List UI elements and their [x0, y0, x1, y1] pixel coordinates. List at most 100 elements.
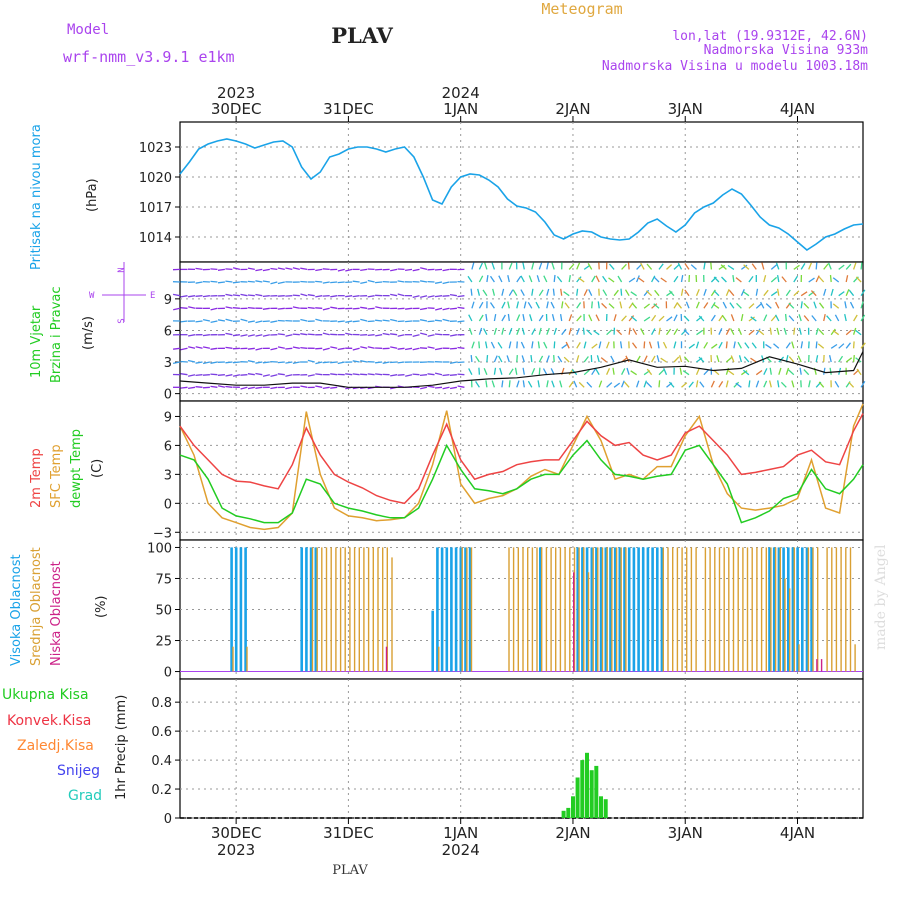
wind-arrow: [583, 356, 589, 363]
wind-arrow: [811, 315, 817, 322]
wind-arrow: [546, 301, 549, 309]
cloud-mid-bar: [807, 547, 810, 672]
wind-arrow: [352, 347, 360, 351]
cloud-high-bar: [468, 547, 472, 672]
cloud-mid-bar: [522, 547, 524, 672]
wind-arrow: [713, 276, 720, 283]
wind-arrow: [695, 301, 700, 309]
wind-arrow: [710, 301, 716, 309]
wind-arrow: [557, 355, 563, 363]
wind-arrow: [247, 267, 255, 271]
wind-arrow: [810, 290, 817, 297]
wind-arrow: [776, 327, 780, 335]
wind-arrow: [232, 267, 241, 271]
wind-arrow: [262, 361, 270, 364]
wind-arrow: [646, 368, 653, 376]
wind-arrow: [800, 291, 808, 297]
wind-arrow: [412, 268, 420, 272]
wind-arrow: [643, 355, 648, 363]
cloud-mid-bar: [325, 547, 328, 672]
wind-arrow: [307, 306, 315, 309]
wind-arrow: [315, 385, 323, 388]
wind-arrow: [457, 361, 465, 364]
wind-unit: (m/s): [81, 316, 96, 350]
wind-arrow: [360, 346, 368, 349]
cloud-mid-bar: [835, 547, 838, 672]
cloud-low-bar: [816, 659, 818, 672]
top-day-label: 4JAN: [780, 100, 815, 118]
wind-arrow: [531, 367, 536, 375]
wind-arrow: [255, 361, 263, 364]
wind-arrow: [471, 301, 475, 309]
wind-arrow: [493, 327, 498, 335]
wind-arrow: [315, 268, 323, 272]
wind-arrow: [270, 347, 278, 351]
precip-ytick-label: 0: [164, 812, 172, 827]
cloud-label-3: Niska Oblacnost: [49, 561, 64, 666]
wind-arrow: [202, 386, 210, 389]
wind-arrow: [853, 314, 858, 322]
wind-arrow: [470, 355, 473, 363]
wind-arrow: [508, 368, 514, 376]
wind-arrow: [180, 360, 188, 363]
cloud-high-bar: [641, 547, 645, 672]
wind-arrow: [270, 267, 278, 271]
wind-arrow: [522, 367, 525, 375]
precip-bar: [594, 765, 599, 818]
pressure-label: Pritisak na nivou mora: [29, 124, 44, 270]
cloud-mid-bar: [751, 547, 753, 672]
wind-arrow: [620, 288, 623, 296]
precip-bar: [571, 796, 575, 818]
wind-arrow: [277, 346, 285, 349]
wind-arrow: [225, 318, 233, 322]
wind-arrow: [780, 381, 787, 388]
wind-arrow: [722, 301, 727, 309]
cloud-mid-bar: [845, 547, 847, 672]
wind-arrow: [247, 360, 255, 363]
wind-arrow: [217, 268, 225, 271]
wind-arrow: [522, 380, 525, 388]
wind-arrow: [823, 288, 827, 296]
wind-arrow: [725, 328, 731, 335]
wind-arrow: [210, 307, 218, 311]
cloud-high-bar: [539, 547, 542, 672]
wind-arrow: [619, 301, 623, 309]
bottom-day-label: 31DEC: [323, 824, 374, 842]
cloud-mid-bar: [784, 578, 786, 672]
wind-arrow: [815, 341, 818, 349]
wind-arrow: [815, 355, 819, 363]
wind-arrow: [188, 346, 196, 349]
cloud-mid-bar: [686, 547, 688, 672]
wind-arrow: [475, 381, 480, 388]
wind-arrow: [660, 357, 667, 363]
wind-arrow: [516, 327, 521, 335]
wind-arrow: [307, 359, 315, 363]
wind-arrow: [419, 280, 428, 283]
wind-arrow: [546, 262, 549, 270]
cloud-mid-bar: [246, 646, 248, 672]
wind-arrow: [797, 355, 802, 363]
wind-arrow: [277, 267, 285, 271]
cloud-high-bar: [660, 547, 664, 672]
wind-arrow: [586, 329, 593, 336]
wind-arrow: [232, 281, 240, 284]
wind-arrow: [397, 347, 405, 350]
wind-arrow: [262, 374, 270, 377]
wind-arrow: [546, 380, 549, 388]
wind-arrow: [337, 320, 345, 323]
wind-arrow: [827, 262, 832, 270]
wind-arrow: [552, 288, 555, 296]
cloud-mid-bar: [728, 547, 730, 672]
wind-arrow: [187, 386, 196, 390]
wind-arrow: [733, 381, 740, 388]
wind-arrow: [818, 276, 825, 283]
wind-arrow: [486, 355, 489, 363]
wind-arrow: [673, 341, 677, 349]
wind-arrow: [195, 361, 203, 364]
wind-arrow: [419, 319, 428, 322]
wind-arrow: [830, 288, 834, 296]
wind-arrow: [188, 306, 196, 309]
wind-arrow: [506, 355, 510, 363]
cloud-mid-bar: [723, 547, 725, 672]
wind-arrow: [508, 380, 511, 388]
